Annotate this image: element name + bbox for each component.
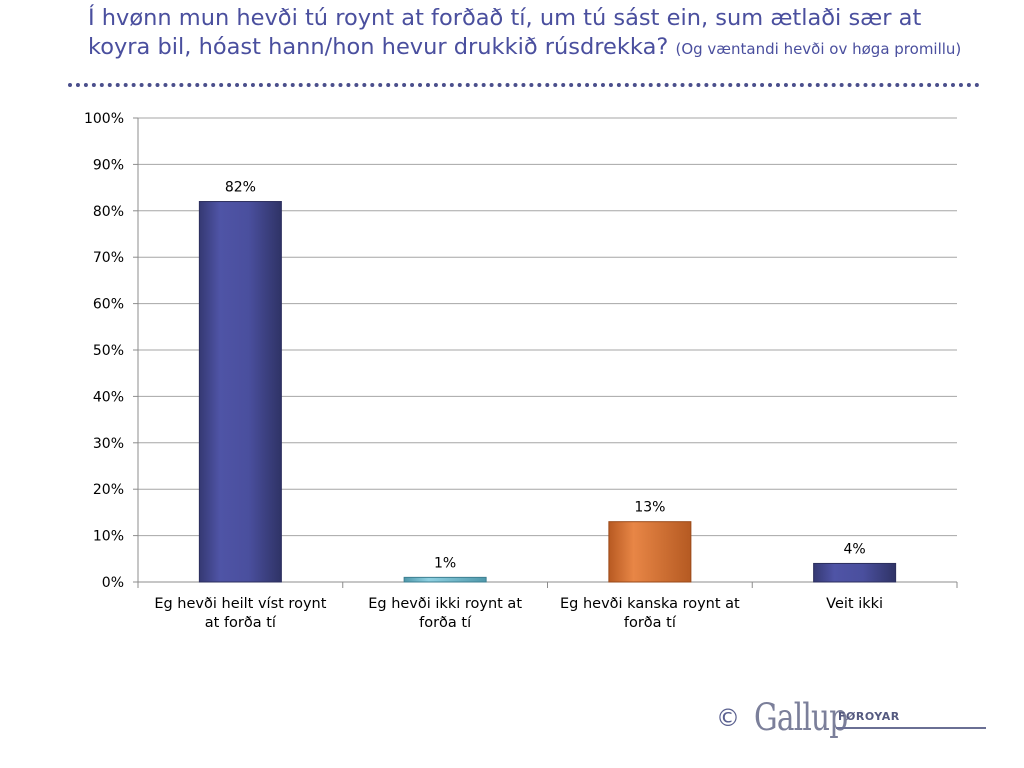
data-label: 4% <box>844 541 866 557</box>
y-tick-label: 70% <box>93 250 124 266</box>
x-category-label: forða tí <box>419 615 472 631</box>
gallup-logo: © Gallup FØROYAR <box>716 696 988 746</box>
bar <box>403 576 487 583</box>
title-divider <box>68 83 980 87</box>
logo-region: FØROYAR <box>838 710 900 723</box>
bar <box>198 201 282 583</box>
title-text: Í hvønn mun hevði tú roynt at forðað tí,… <box>88 5 922 60</box>
bar <box>813 562 897 583</box>
data-label: 1% <box>434 555 456 571</box>
data-label: 82% <box>225 180 256 196</box>
x-category-label: Eg hevði ikki roynt at <box>368 596 522 612</box>
slide-title: Í hvønn mun hevði tú roynt at forðað tí,… <box>88 4 988 62</box>
y-tick-label: 20% <box>93 482 124 498</box>
y-tick-label: 40% <box>93 389 124 405</box>
copyright-symbol: © <box>716 704 740 732</box>
y-tick-label: 50% <box>93 343 124 359</box>
title-subtitle: (Og væntandi hevði ov høga promillu) <box>675 40 962 58</box>
x-category-label: Veit ikki <box>826 596 883 612</box>
x-category-label: at forða tí <box>205 615 277 631</box>
bar-chart: 0% 10% 20% 30% 40% 50% 60% 70% 80% 90% 100% 82% Eg h… <box>84 111 958 631</box>
y-tick-label: 90% <box>93 157 124 173</box>
x-category-label: Eg hevði heilt víst roynt <box>154 596 326 612</box>
y-tick-label: 30% <box>93 436 124 452</box>
y-tick-label: 100% <box>84 111 124 127</box>
x-category-label: Eg hevði kanska roynt at <box>560 596 740 612</box>
y-tick-label: 80% <box>93 204 124 220</box>
y-tick-label: 60% <box>93 297 124 313</box>
bar <box>608 521 692 583</box>
x-category-label: forða tí <box>624 615 677 631</box>
logo-underline <box>836 727 986 729</box>
data-label: 13% <box>634 500 665 516</box>
logo-brand: Gallup <box>754 696 848 739</box>
y-tick-label: 10% <box>93 529 124 545</box>
y-tick-label: 0% <box>102 575 124 591</box>
